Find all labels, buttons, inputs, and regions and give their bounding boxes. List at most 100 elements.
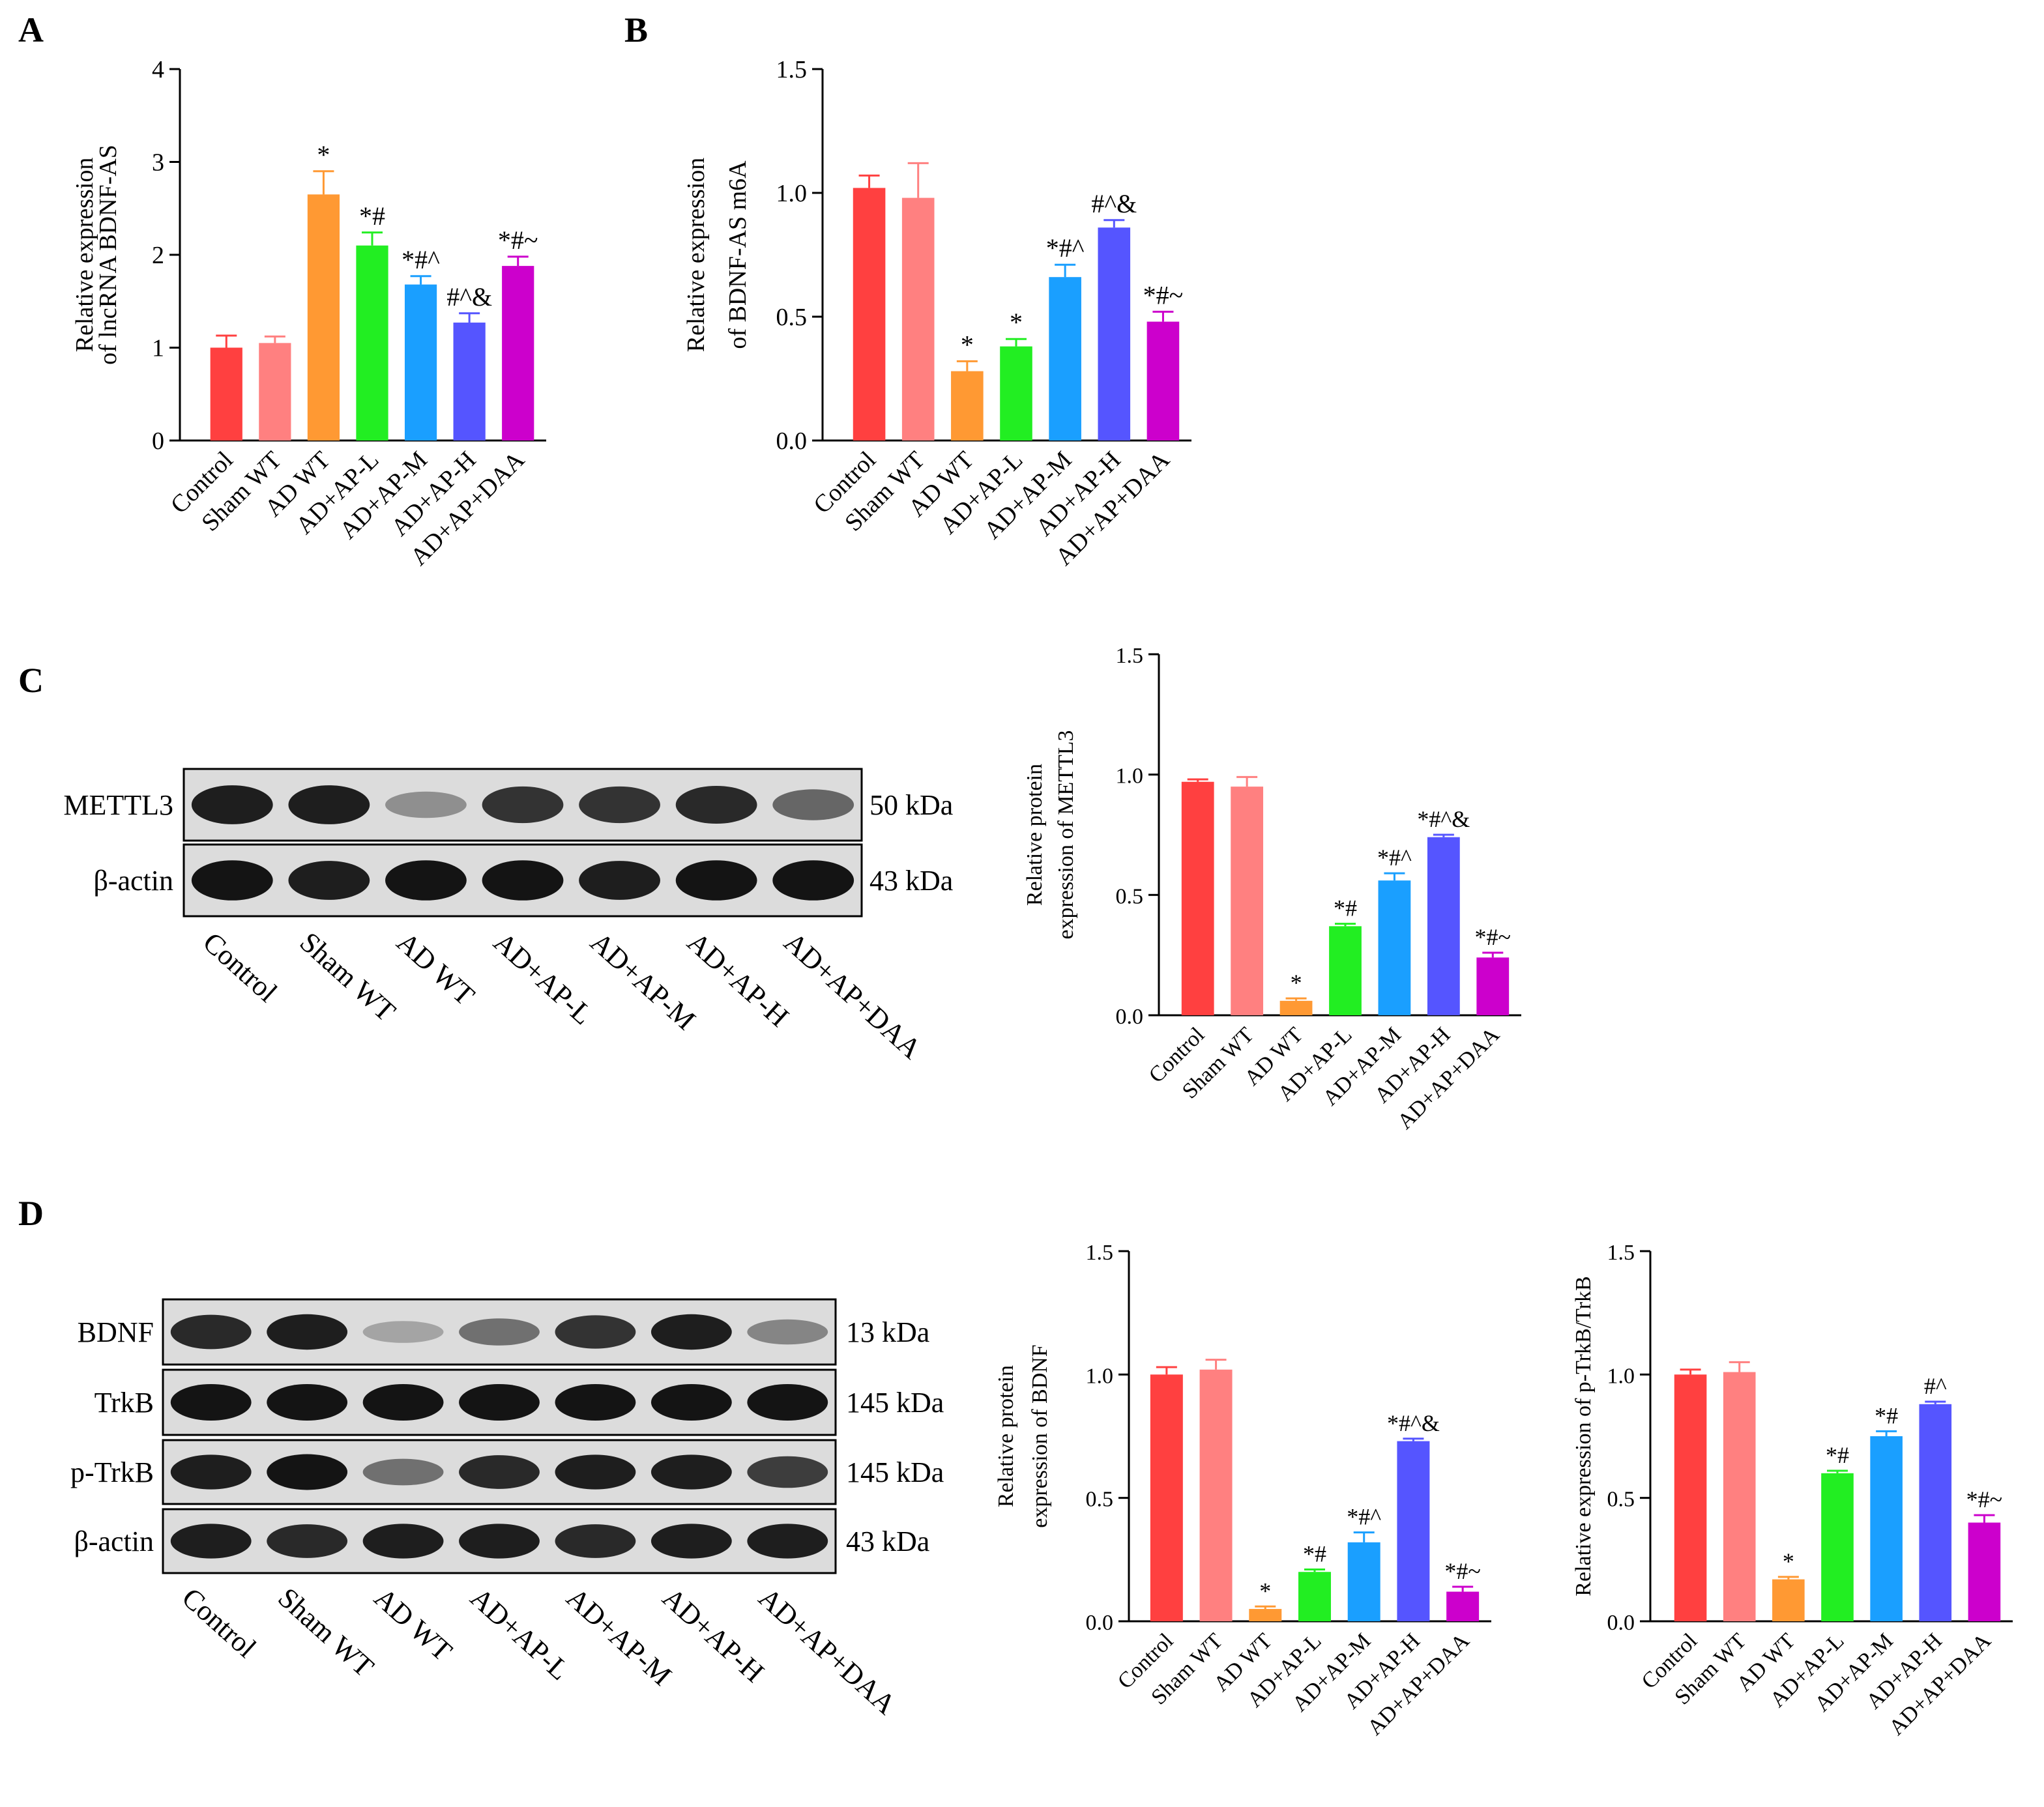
lane-label-0: Control [176, 1582, 263, 1664]
lane-label-3: AD+AP-L [464, 1582, 576, 1686]
bar-0 [1150, 1374, 1183, 1621]
blot-band [362, 1384, 444, 1421]
blot-band [385, 860, 467, 901]
bar-1 [901, 197, 935, 441]
blot-band [288, 861, 370, 900]
band-size-label: 145 kDa [846, 1387, 944, 1419]
bar-1 [1723, 1372, 1756, 1621]
bar-5 [1397, 1441, 1430, 1621]
lane-label-4: AD+AP-M [584, 926, 701, 1036]
y-tick-label: 2 [152, 242, 164, 269]
panel-label-d: D [18, 1194, 44, 1233]
significance-label-2: * [1259, 1578, 1271, 1604]
bar-2 [951, 371, 984, 441]
y-tick-label: 0.5 [1116, 884, 1144, 908]
y-tick-label: 0.5 [1607, 1488, 1635, 1512]
significance-label-4: *#^ [1347, 1504, 1381, 1530]
y-tick-label: 0.5 [1086, 1488, 1114, 1512]
y-tick-label: 3 [152, 149, 164, 177]
significance-label-6: *#~ [1444, 1558, 1480, 1584]
panel-label-a: A [18, 10, 44, 50]
y-tick-label: 0.5 [776, 304, 808, 331]
bar-2 [1772, 1579, 1805, 1621]
bar-6 [1968, 1522, 2001, 1621]
blot-band [459, 1384, 540, 1421]
bar-0 [1674, 1374, 1707, 1621]
band-name-label: TrkB [95, 1387, 154, 1419]
significance-label-5: #^& [446, 282, 492, 311]
significance-label-3: *# [1334, 895, 1357, 921]
significance-label-4: *#^ [1046, 233, 1085, 263]
significance-label-4: *# [1875, 1402, 1898, 1428]
chart-C: 0.0 0.5 1.0 1.5 Relative protein expression o… [1023, 644, 1521, 1134]
band-size-label: 43 kDa [869, 865, 953, 897]
lane-label-0: Control [197, 926, 284, 1008]
significance-label-5: *#^& [1387, 1410, 1440, 1436]
bar-4 [1870, 1436, 1903, 1621]
band-name-label: BDNF [78, 1316, 154, 1348]
bar-0 [853, 188, 886, 441]
y-tick-label: 1.5 [1607, 1241, 1635, 1265]
y-axis-label: Relative protein [994, 1365, 1018, 1507]
bar-5 [1919, 1404, 1952, 1621]
blot-band [288, 785, 370, 824]
y-tick-label: 0.0 [1086, 1611, 1114, 1635]
y-axis-label: Relative expression [71, 158, 98, 353]
lane-label-6: AD+AP+DAA [752, 1582, 902, 1721]
significance-label-3: *# [1826, 1442, 1849, 1468]
bar-2 [307, 194, 340, 441]
blot-band [772, 789, 854, 820]
band-size-label: 43 kDa [846, 1525, 929, 1557]
y-tick-label: 1.5 [776, 56, 808, 83]
blot-band [555, 1524, 636, 1558]
bar-6 [1476, 957, 1510, 1015]
chart-B: 0.0 0.5 1.0 1.5 Relative expression of BDNF-A… [682, 56, 1191, 571]
y-axis-label: of lncRNA BDNF-AS [95, 145, 122, 365]
blot-band [650, 1454, 732, 1490]
blot-band [267, 1314, 348, 1350]
significance-label-2: * [961, 330, 974, 359]
significance-label-5: *#^& [1417, 806, 1470, 832]
y-axis-label: expression of BDNF [1028, 1344, 1052, 1527]
blot-band [362, 1321, 444, 1343]
blot-band [579, 861, 660, 900]
bar-3 [1000, 346, 1032, 441]
blot-band [747, 1456, 828, 1488]
blot-band [362, 1524, 444, 1559]
blot-band [170, 1384, 252, 1421]
band-name-label: p-TrkB [70, 1456, 154, 1488]
bar-4 [1347, 1542, 1380, 1621]
blot-band [555, 1454, 636, 1490]
lane-label-1: Sham WT [272, 1582, 380, 1683]
bar-0 [1181, 781, 1214, 1015]
significance-label-4: *#^ [1377, 845, 1412, 871]
panel-label-c: C [18, 661, 44, 700]
significance-label-4: *#^ [402, 245, 440, 274]
y-tick-label: 1.5 [1116, 644, 1144, 668]
bar-3 [1329, 926, 1362, 1015]
bar-1 [1199, 1369, 1233, 1621]
significance-label-6: *#~ [1143, 280, 1184, 310]
y-tick-label: 1.0 [1607, 1364, 1635, 1388]
y-tick-label: 0.0 [776, 427, 808, 455]
bar-2 [1249, 1609, 1282, 1621]
blot-band [170, 1524, 252, 1559]
significance-label-5: #^& [1091, 189, 1137, 218]
significance-label-2: * [317, 140, 330, 169]
bar-3 [356, 245, 388, 441]
blot-band [650, 1524, 732, 1559]
blot-band [267, 1454, 348, 1490]
bar-3 [1821, 1473, 1854, 1621]
y-axis-label: Relative protein [1023, 764, 1047, 906]
y-axis-label: of BDNF-AS m6A [724, 160, 752, 349]
bar-0 [210, 347, 242, 441]
lane-label-2: AD WT [390, 926, 481, 1012]
bar-6 [502, 266, 534, 441]
blot-band [555, 1384, 636, 1421]
significance-label-6: *#~ [1966, 1486, 2002, 1512]
significance-label-3: * [1010, 308, 1023, 337]
bar-4 [1049, 277, 1081, 441]
blot-band [362, 1458, 444, 1486]
